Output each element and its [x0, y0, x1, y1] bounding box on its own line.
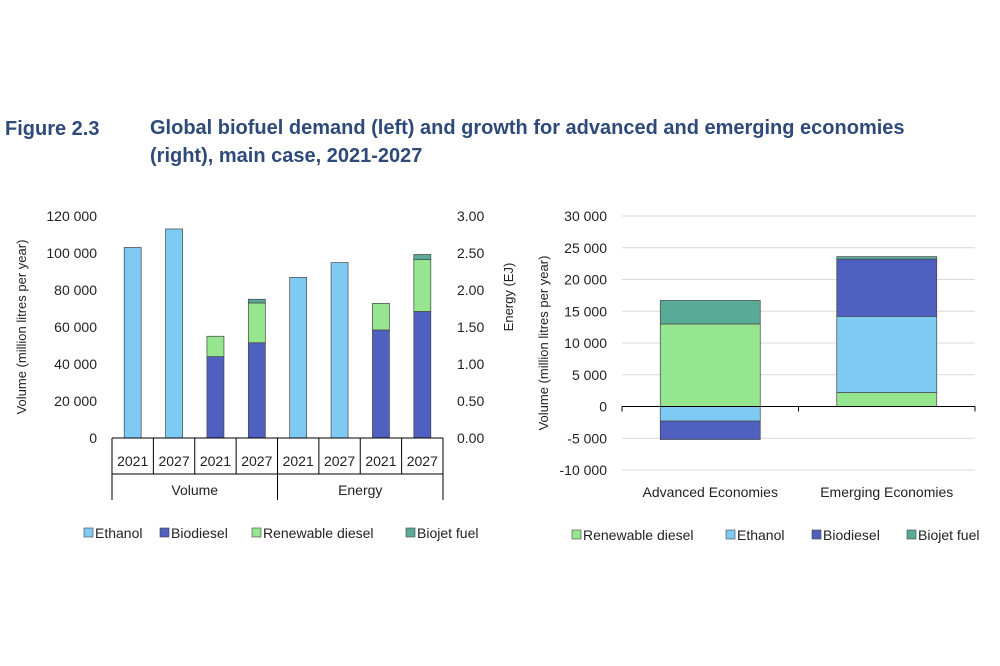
- legend-label-biojet_fuel: Biojet fuel: [417, 525, 478, 541]
- right-chart-y-tick-label: -10 000: [560, 462, 608, 478]
- left-y-tick-label: 120 000: [46, 208, 97, 224]
- bar-segment-renewable_diesel: [836, 392, 938, 407]
- bar-segment-ethanol: [836, 315, 938, 393]
- left-y-axis-title: Volume (million litres per year): [14, 240, 29, 415]
- x-tick-year-label: 2027: [324, 453, 355, 469]
- right-chart-y-tick-label: 0: [599, 399, 607, 415]
- right-y-tick-label: 1.00: [457, 356, 484, 372]
- left-y-tick-label: 60 000: [54, 319, 97, 335]
- legend-swatch-ethanol: [83, 527, 94, 538]
- x-tick-year-label: 2027: [158, 453, 189, 469]
- right-chart-y-tick-label: 5 000: [572, 367, 607, 383]
- left-y-tick-label: 20 000: [54, 393, 97, 409]
- bar-segment-biojet_fuel: [247, 298, 266, 304]
- bar-segment-renewable_diesel: [206, 335, 225, 357]
- x-tick-year-label: 2021: [283, 453, 314, 469]
- x-tick-year-label: 2021: [200, 453, 231, 469]
- left-y-tick-label: 0: [89, 430, 97, 446]
- right-y-axis-title: Energy (EJ): [501, 263, 516, 332]
- bar-segment-renewable_diesel: [659, 323, 761, 407]
- legend-swatch-biodiesel: [811, 529, 822, 540]
- x-tick-year-label: 2027: [241, 453, 272, 469]
- right-chart-y-tick-label: 15 000: [564, 303, 607, 319]
- legend-label-ethanol: Ethanol: [737, 527, 784, 543]
- right-y-tick-label: 0.00: [457, 430, 484, 446]
- x-tick-year-label: 2021: [117, 453, 148, 469]
- right-y-tick-label: 2.00: [457, 282, 484, 298]
- bar-segment-renewable_diesel: [372, 302, 390, 331]
- legend-swatch-ethanol: [725, 529, 736, 540]
- right-chart-y-tick-label: -5 000: [567, 430, 607, 446]
- bar-segment-biodiesel: [659, 420, 761, 440]
- legend-label-biodiesel: Biodiesel: [823, 527, 880, 543]
- bar-segment-ethanol: [659, 406, 761, 422]
- left-y-tick-label: 40 000: [54, 356, 97, 372]
- right-chart-y-tick-label: 20 000: [564, 272, 607, 288]
- right-y-tick-label: 1.50: [457, 319, 484, 335]
- x-tick-year-label: 2027: [407, 453, 438, 469]
- left-y-tick-label: 100 000: [46, 245, 97, 261]
- legend-label-renewable_diesel: Renewable diesel: [583, 527, 694, 543]
- figure-title: Global biofuel demand (left) and growth …: [150, 117, 905, 167]
- figure-header: Figure 2.3 Global biofuel demand (left) …: [0, 0, 1000, 180]
- right-chart-y-tick-label: 30 000: [564, 208, 607, 224]
- bar-segment-biojet_fuel: [836, 256, 938, 260]
- legend-swatch-renewable_diesel: [571, 529, 582, 540]
- bar-segment-biojet_fuel: [413, 254, 432, 261]
- right-chart-y-tick-label: 25 000: [564, 240, 607, 256]
- bar-segment-biojet_fuel: [659, 300, 761, 325]
- legend-swatch-biodiesel: [159, 527, 170, 538]
- right-y-tick-label: 0.50: [457, 393, 484, 409]
- figure-number: Figure 2.3: [5, 118, 100, 140]
- x-group-label: Volume: [171, 482, 218, 498]
- x-category-label: Emerging Economies: [820, 484, 953, 500]
- legend-swatch-renewable_diesel: [251, 527, 262, 538]
- legend-label-ethanol: Ethanol: [95, 525, 142, 541]
- right-chart-y-axis-title: Volume (million litres per year): [536, 256, 551, 431]
- legend-label-renewable_diesel: Renewable diesel: [263, 525, 374, 541]
- legend-swatch-biojet_fuel: [906, 529, 917, 540]
- x-category-label: Advanced Economies: [643, 484, 778, 500]
- legend-label-biodiesel: Biodiesel: [171, 525, 228, 541]
- right-y-tick-label: 3.00: [457, 208, 484, 224]
- left-y-tick-label: 80 000: [54, 282, 97, 298]
- legend-label-biojet_fuel: Biojet fuel: [918, 527, 979, 543]
- bar-segment-biodiesel: [836, 258, 938, 317]
- legend-swatch-biojet_fuel: [405, 527, 416, 538]
- right-y-tick-label: 2.50: [457, 245, 484, 261]
- x-tick-year-label: 2021: [365, 453, 396, 469]
- x-group-label: Energy: [338, 482, 382, 498]
- right-chart-y-tick-label: 10 000: [564, 335, 607, 351]
